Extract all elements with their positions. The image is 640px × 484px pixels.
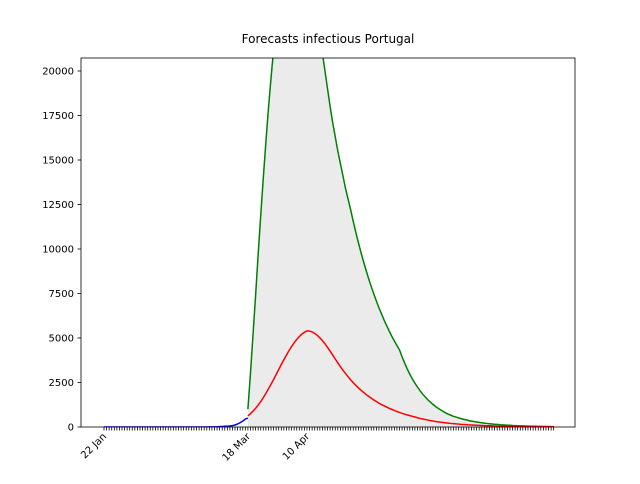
forecast-band — [247, 58, 554, 427]
y-tick-label: 17500 — [42, 111, 74, 122]
y-tick-label: 2500 — [49, 378, 74, 389]
y-tick-label: 12500 — [42, 200, 74, 211]
y-tick-label: 0 — [68, 423, 74, 434]
y-tick-label: 15000 — [42, 155, 74, 166]
axes-frame — [80, 57, 576, 428]
plot-area — [103, 58, 554, 427]
series-line — [247, 330, 554, 427]
y-tick-label: 5000 — [49, 333, 74, 344]
series-line — [247, 58, 554, 427]
y-tick-label: 10000 — [42, 244, 74, 255]
y-tick-label: 20000 — [42, 66, 74, 77]
series-line — [103, 417, 249, 427]
chart-title: Forecasts infectious Portugal — [242, 32, 415, 46]
y-tick-label: 7500 — [49, 289, 74, 300]
